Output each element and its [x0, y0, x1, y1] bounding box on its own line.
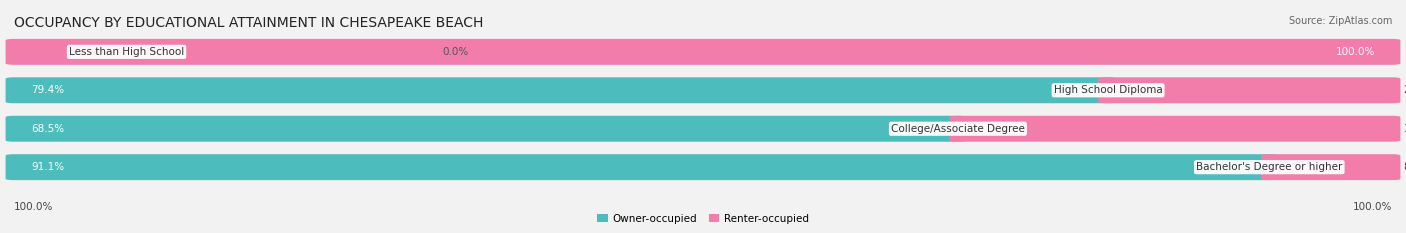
Text: OCCUPANCY BY EDUCATIONAL ATTAINMENT IN CHESAPEAKE BEACH: OCCUPANCY BY EDUCATIONAL ATTAINMENT IN C…: [14, 16, 484, 30]
FancyBboxPatch shape: [6, 77, 1400, 103]
Text: 100.0%: 100.0%: [14, 202, 53, 212]
Text: 79.4%: 79.4%: [31, 85, 65, 95]
FancyBboxPatch shape: [6, 77, 1116, 103]
FancyBboxPatch shape: [6, 154, 1278, 180]
FancyBboxPatch shape: [1098, 77, 1400, 103]
FancyBboxPatch shape: [6, 116, 1400, 142]
Text: 0.0%: 0.0%: [443, 47, 468, 57]
FancyBboxPatch shape: [6, 39, 1400, 65]
Text: Source: ZipAtlas.com: Source: ZipAtlas.com: [1288, 16, 1392, 26]
Text: 100.0%: 100.0%: [1353, 202, 1392, 212]
FancyBboxPatch shape: [6, 116, 966, 142]
Text: College/Associate Degree: College/Associate Degree: [891, 124, 1025, 134]
Text: High School Diploma: High School Diploma: [1053, 85, 1163, 95]
FancyBboxPatch shape: [949, 116, 1400, 142]
FancyBboxPatch shape: [6, 154, 1400, 180]
FancyBboxPatch shape: [6, 39, 1400, 65]
Text: Less than High School: Less than High School: [69, 47, 184, 57]
Legend: Owner-occupied, Renter-occupied: Owner-occupied, Renter-occupied: [593, 209, 813, 228]
Text: 8.9%: 8.9%: [1403, 162, 1406, 172]
Text: 68.5%: 68.5%: [31, 124, 65, 134]
Text: 20.7%: 20.7%: [1403, 85, 1406, 95]
Text: 31.5%: 31.5%: [1403, 124, 1406, 134]
Text: 91.1%: 91.1%: [31, 162, 65, 172]
FancyBboxPatch shape: [1261, 154, 1400, 180]
Text: 100.0%: 100.0%: [1336, 47, 1375, 57]
Text: Bachelor's Degree or higher: Bachelor's Degree or higher: [1197, 162, 1343, 172]
